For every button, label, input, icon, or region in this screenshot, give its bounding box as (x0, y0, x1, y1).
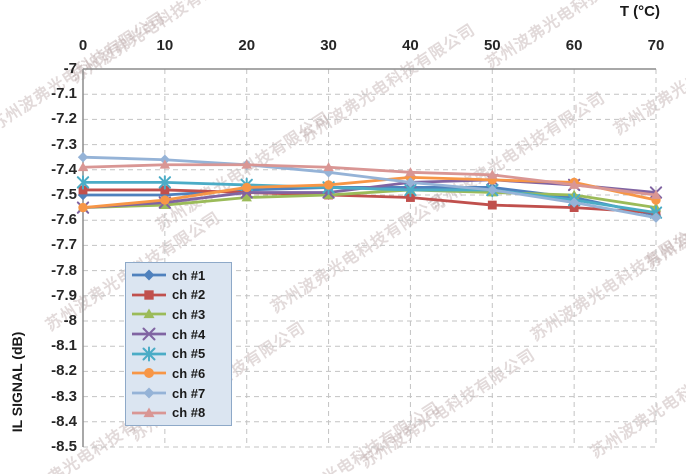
legend-item: ch #7 (126, 384, 231, 403)
x-axis-title: T (°C) (619, 3, 660, 20)
legend-item: ch #6 (126, 364, 231, 383)
x-tick-label: 40 (402, 37, 419, 54)
legend-label: ch #8 (172, 405, 206, 421)
y-tick-label: -7.9 (51, 286, 77, 304)
legend-item: ch #8 (126, 403, 231, 422)
asterisk-marker-icon (132, 346, 166, 362)
y-tick-label: -7.5 (51, 186, 77, 203)
y-tick-label: -8.1 (51, 337, 77, 355)
legend-label: ch #5 (172, 346, 206, 362)
legend-item: ch #3 (126, 305, 231, 324)
gridlines (83, 69, 657, 448)
x-tick-label: 60 (565, 37, 583, 54)
series-ch-8 (77, 159, 662, 199)
legend-item: ch #4 (126, 325, 231, 344)
y-tick-label: -8 (63, 312, 77, 329)
legend-label: ch #3 (172, 306, 206, 322)
y-tick-label: -7.2 (51, 110, 77, 128)
x-tick-label: 50 (483, 37, 501, 54)
y-tick-label: -8.2 (51, 362, 77, 380)
square-marker-icon (132, 290, 166, 300)
legend-item: ch #5 (126, 344, 231, 363)
y-tick-label: -7.6 (51, 211, 77, 229)
x-tick-label: 10 (156, 37, 174, 54)
y-tick-label: -8.4 (51, 412, 77, 430)
circle-marker-icon (132, 368, 166, 379)
x-tick-label: 0 (78, 37, 88, 54)
y-axis-title: IL SIGNAL (dB) (9, 331, 25, 433)
y-tick-label: -7.1 (51, 85, 77, 103)
legend-label: ch #2 (172, 287, 206, 303)
y-tick-label: -8.3 (51, 387, 77, 405)
x-tick-label: 20 (238, 37, 256, 54)
x-tick-label: 70 (647, 37, 665, 54)
y-tick-label: -7 (63, 60, 77, 77)
y-tick-label: -7.8 (51, 261, 77, 279)
axis-lines (82, 68, 656, 447)
y-tick-label: -7.7 (51, 236, 77, 254)
diamond-marker-icon (132, 269, 166, 281)
y-tick-label: -7.4 (51, 160, 77, 178)
triangle-marker-icon (132, 407, 166, 417)
legend-item: ch #1 (126, 266, 231, 285)
diamond-marker-icon (132, 387, 166, 399)
y-tick-label: -8.5 (51, 438, 77, 455)
legend-label: ch #4 (172, 326, 206, 342)
x-marker-icon (132, 327, 166, 341)
triangle-marker-icon (132, 308, 166, 319)
legend: ch #1 ch #2 ch #3 ch #4 ch #5 ch #6 ch #7 ch #8 (125, 262, 232, 426)
legend-label: ch #7 (172, 385, 206, 401)
y-tick-label: -7.3 (51, 135, 77, 153)
x-tick-label: 30 (320, 37, 337, 54)
legend-label: ch #6 (172, 365, 206, 381)
legend-label: ch #1 (172, 267, 206, 283)
legend-item: ch #2 (126, 285, 231, 304)
